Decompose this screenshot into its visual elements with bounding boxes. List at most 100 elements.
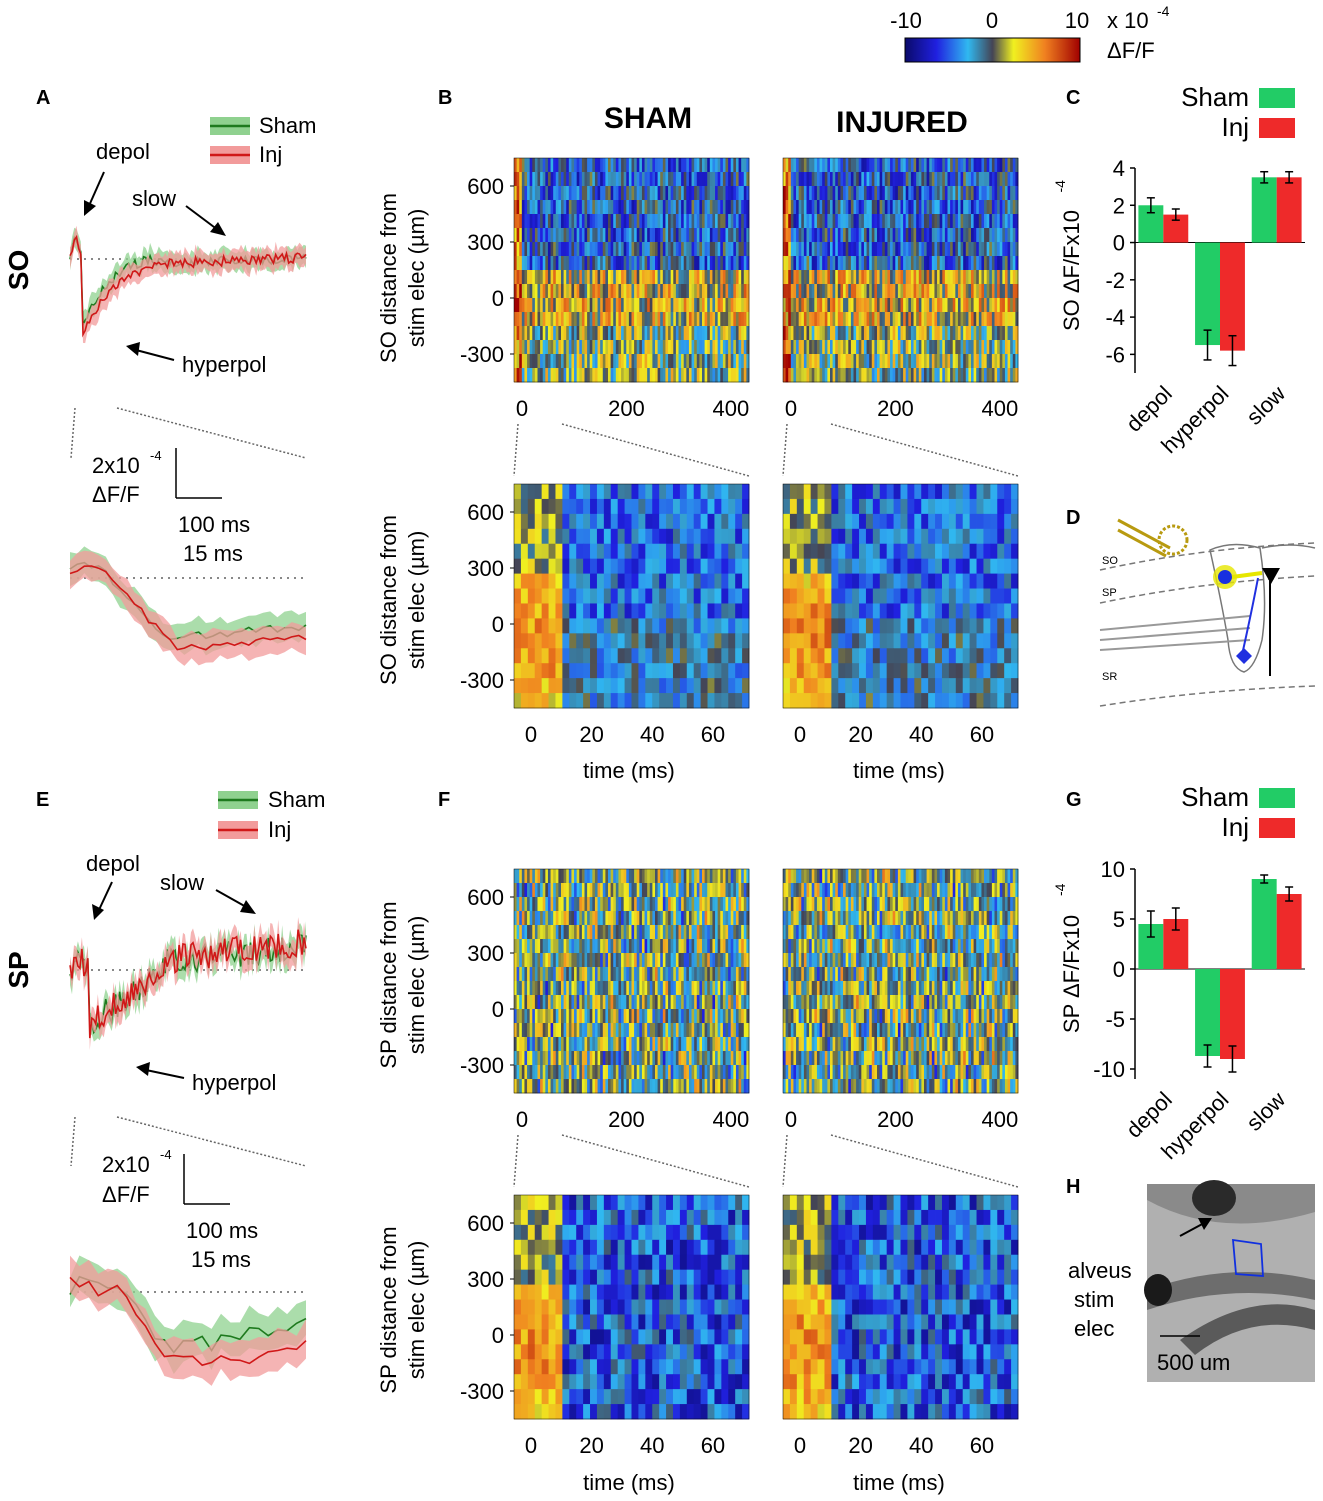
heatmap-cell: [589, 1065, 593, 1080]
heatmap-cell: [566, 981, 570, 996]
heatmap-cell: [908, 284, 912, 299]
heatmap-cell: [615, 953, 619, 968]
heatmap-cell: [592, 200, 596, 215]
heatmap-cell: [735, 228, 739, 243]
heatmap-cell: [652, 995, 656, 1010]
heatmap-cell: [981, 312, 985, 327]
heatmap-cell: [584, 995, 588, 1010]
heatmap-cell: [866, 340, 870, 355]
heatmap-cell: [822, 883, 826, 898]
heatmap-cell: [895, 312, 899, 327]
heatmap-cell: [783, 228, 787, 243]
heatmap-cell: [652, 1079, 656, 1094]
heatmap-cell: [558, 981, 562, 996]
heatmap-cell: [743, 214, 747, 229]
heatmap-cell: [830, 911, 834, 926]
heatmap-cell: [673, 967, 677, 982]
heatmap-cell: [947, 883, 951, 898]
heatmap-cell: [576, 869, 580, 884]
heatmap-cell: [618, 158, 622, 173]
heatmap-cell: [926, 368, 930, 383]
heatmap-cell: [675, 1037, 679, 1052]
heatmap-cell: [647, 228, 651, 243]
heatmap-cell: [707, 953, 711, 968]
heatmap-cell: [1004, 312, 1008, 327]
heatmap-cell: [848, 270, 852, 285]
x-tick-label: 0: [516, 396, 528, 421]
heatmap-cell: [733, 995, 737, 1010]
heatmap-cell: [973, 214, 977, 229]
heatmap-cell: [783, 270, 787, 285]
heatmap-cell: [618, 995, 622, 1010]
heatmap-cell: [848, 256, 852, 271]
heatmap-cell: [660, 200, 664, 215]
heatmap-cell: [576, 368, 580, 383]
heatmap-cell: [905, 939, 909, 954]
heatmap-cell: [866, 869, 870, 884]
heatmap-cell: [853, 186, 857, 201]
heatmap-cell: [978, 326, 982, 341]
heatmap-cell: [529, 981, 533, 996]
heatmap-cell: [856, 172, 860, 187]
heatmap-cell: [568, 326, 572, 341]
heatmap-cell: [665, 354, 669, 369]
heatmap-cell: [877, 284, 881, 299]
heatmap-cell: [547, 354, 551, 369]
heatmap-cell: [699, 883, 703, 898]
heatmap-cell: [720, 186, 724, 201]
heatmap-cell: [675, 214, 679, 229]
heatmap-cell: [730, 158, 734, 173]
heatmap-cell: [608, 214, 612, 229]
heatmap-cell: [550, 340, 554, 355]
heatmap-cell: [702, 911, 706, 926]
trace-band-sham: [70, 227, 306, 336]
heatmap-cell: [639, 953, 643, 968]
heatmap-cell: [558, 228, 562, 243]
heatmap-cell: [555, 883, 559, 898]
heatmap-cell: [566, 911, 570, 926]
heatmap-cell: [929, 883, 933, 898]
heatmap-cell: [675, 354, 679, 369]
heatmap-cell: [602, 1065, 606, 1080]
heatmap-cell: [597, 911, 601, 926]
heatmap-cell: [647, 354, 651, 369]
heatmap-cell: [939, 911, 943, 926]
heatmap-cell: [636, 172, 640, 187]
heatmap-cell: [555, 256, 559, 271]
heatmap-cell: [840, 186, 844, 201]
heatmap-cell: [668, 939, 672, 954]
heatmap-cell: [579, 200, 583, 215]
heatmap-cell: [892, 312, 896, 327]
heatmap-cell: [639, 326, 643, 341]
heatmap-cell: [931, 158, 935, 173]
heatmap-cell: [984, 869, 988, 884]
heatmap-cell: [519, 1037, 523, 1052]
heatmap-cell: [929, 925, 933, 940]
heatmap-cell: [884, 340, 888, 355]
heatmap-cell: [944, 883, 948, 898]
heatmap-cell: [861, 200, 865, 215]
heatmap-cell: [788, 340, 792, 355]
heatmap-cell: [929, 228, 933, 243]
heatmap-cell: [584, 869, 588, 884]
heatmap-cell: [623, 368, 627, 383]
heatmap-cell: [843, 200, 847, 215]
heatmap-cell: [861, 340, 865, 355]
heatmap-cell: [534, 1023, 538, 1038]
heatmap-cell: [1007, 298, 1011, 313]
heatmap-cell: [626, 981, 630, 996]
heatmap-cell: [738, 312, 742, 327]
heatmap-cell: [814, 256, 818, 271]
heatmap-cell: [984, 897, 988, 912]
heatmap-cell: [824, 158, 828, 173]
heatmap-cell: [968, 911, 972, 926]
heatmap-cell: [602, 368, 606, 383]
heatmap-cell: [668, 158, 672, 173]
heatmap-cell: [712, 270, 716, 285]
heatmap-cell: [999, 883, 1003, 898]
heatmap-cell: [908, 354, 912, 369]
heatmap-cell: [649, 200, 653, 215]
heatmap-cell: [628, 869, 632, 884]
heatmap-cell: [712, 995, 716, 1010]
heatmap-cell: [824, 242, 828, 257]
